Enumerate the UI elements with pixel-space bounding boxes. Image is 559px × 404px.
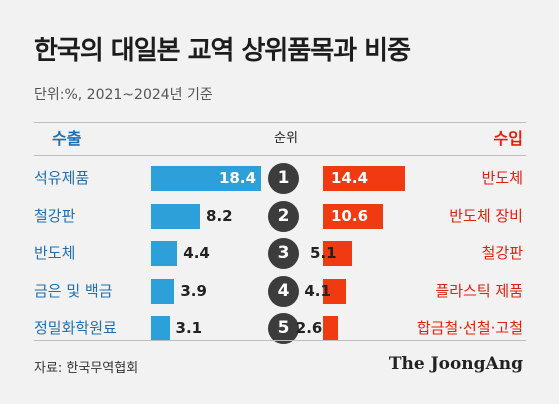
rank-badge: 1 xyxy=(268,163,299,194)
import-value-label: 5.1 xyxy=(310,244,337,262)
import-header: 수입 xyxy=(493,129,523,148)
export-item-label: 정밀화학원료 xyxy=(34,319,117,337)
export-bar xyxy=(151,203,201,229)
export-item-label: 철강판 xyxy=(34,206,76,225)
import-item-label: 반도체 xyxy=(481,169,523,187)
export-item-label: 반도체 xyxy=(34,244,76,262)
rank-badge: 3 xyxy=(268,238,299,269)
rank-badge: 2 xyxy=(268,200,299,232)
rank-badge: 5 xyxy=(268,313,299,344)
export-value-label: 18.4 xyxy=(219,169,257,187)
chart-subtitle: 단위:%, 2021~2024년 기준 xyxy=(34,87,213,103)
import-value-label: 10.6 xyxy=(331,206,369,225)
export-value-label: 3.1 xyxy=(175,319,203,337)
chart-row: 석유제품 18.4 1 14.4 반도체 xyxy=(0,160,559,197)
import-bar xyxy=(323,166,405,191)
import-item-label: 철강판 xyxy=(481,244,523,262)
export-item-label: 석유제품 xyxy=(34,169,90,187)
source-note: 자료: 한국무역협회 xyxy=(34,361,139,376)
export-header: 수출 xyxy=(52,129,82,148)
export-value-label: 3.9 xyxy=(180,281,207,300)
chart-row: 금은 및 백금 3.9 4 4.1 플라스틱 제품 xyxy=(0,273,559,310)
export-bar xyxy=(151,278,175,304)
export-value-label: 8.2 xyxy=(206,206,233,225)
bottom-divider xyxy=(34,340,526,341)
import-value-label: 14.4 xyxy=(331,169,369,187)
export-item-label: 금은 및 백금 xyxy=(34,281,113,300)
rank-header: 순위 xyxy=(274,131,298,146)
export-bar xyxy=(151,316,170,341)
import-value-label: 4.1 xyxy=(304,281,331,300)
header-divider xyxy=(34,155,526,156)
import-item-label: 반도체 장비 xyxy=(449,206,523,225)
import-bar xyxy=(323,241,353,266)
brand-logo: The JoongAng xyxy=(388,354,523,374)
export-value-label: 4.4 xyxy=(183,244,210,262)
import-value-label: 2.6 xyxy=(295,319,323,337)
import-bar xyxy=(323,203,384,229)
export-bar xyxy=(151,241,178,266)
chart-row: 정밀화학원료 3.1 5 2.6 합금철·선철·고철 xyxy=(0,310,559,347)
chart-row: 철강판 8.2 2 10.6 반도체 장비 xyxy=(0,198,559,235)
top-divider xyxy=(34,122,526,123)
import-bar xyxy=(323,316,338,341)
import-item-label: 합금철·선철·고철 xyxy=(416,319,523,337)
chart-row: 반도체 4.4 3 5.1 철강판 xyxy=(0,235,559,272)
rank-badge: 4 xyxy=(268,275,299,307)
export-bar xyxy=(151,166,261,191)
import-bar xyxy=(323,278,347,304)
chart-title: 한국의 대일본 교역 상위품목과 비중 xyxy=(34,36,411,66)
import-item-label: 플라스틱 제품 xyxy=(435,281,523,300)
